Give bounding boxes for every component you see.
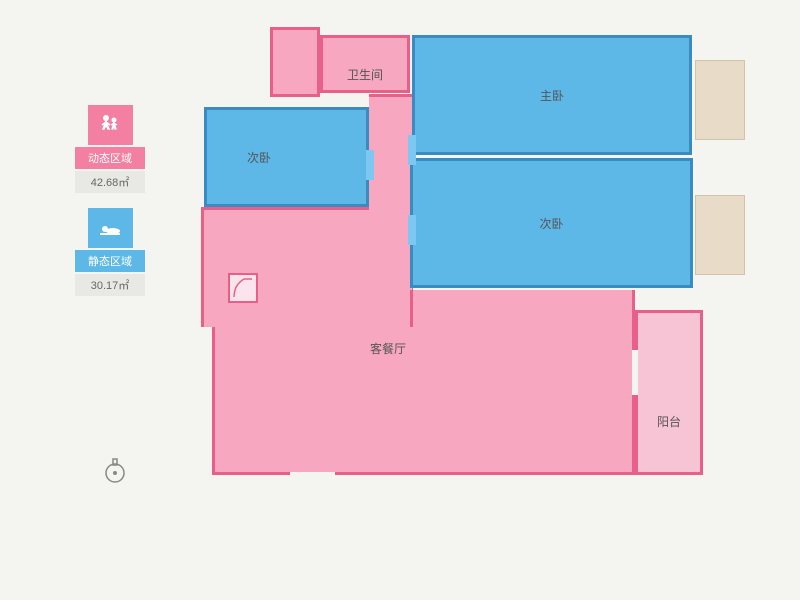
outer-block-2: [695, 195, 745, 275]
legend-dynamic: 动态区域 42.68㎡: [75, 105, 145, 193]
bathroom-label: 卫生间: [347, 66, 383, 83]
room-corridor: [369, 94, 412, 290]
door-gap-2: [198, 140, 204, 170]
room-master-bedroom: 主卧: [412, 35, 692, 155]
outer-block-1: [695, 60, 745, 140]
door-gap-1: [290, 472, 335, 478]
door-1: [408, 135, 416, 165]
floorplan: 卫生间 主卧 次卧 次卧 阳台 客餐厅: [190, 20, 770, 570]
legend-dynamic-label: 动态区域: [75, 147, 145, 169]
room-second-bedroom-right: 次卧: [410, 158, 693, 288]
legend-static-label: 静态区域: [75, 250, 145, 272]
people-icon: [88, 105, 133, 145]
sleep-icon: [88, 208, 133, 248]
master-bedroom-label: 主卧: [540, 87, 564, 104]
legend-static: 静态区域 30.17㎡: [75, 208, 145, 296]
balcony-label: 阳台: [657, 413, 681, 430]
door-gap-3: [632, 350, 638, 395]
door-3: [408, 215, 416, 245]
second-bedroom-left-label: 次卧: [247, 149, 271, 166]
door-2: [366, 150, 374, 180]
compass-icon: [100, 455, 130, 485]
legend-dynamic-value: 42.68㎡: [75, 171, 145, 193]
drain-box: [228, 273, 258, 303]
room-bathroom: 卫生间: [320, 35, 410, 93]
legend-static-value: 30.17㎡: [75, 274, 145, 296]
room-bathroom-side: [270, 27, 320, 97]
second-bedroom-right-label: 次卧: [539, 215, 563, 232]
room-balcony: 阳台: [635, 310, 703, 475]
legend-panel: 动态区域 42.68㎡ 静态区域 30.17㎡: [75, 105, 145, 311]
room-second-bedroom-left: 次卧: [204, 107, 369, 207]
